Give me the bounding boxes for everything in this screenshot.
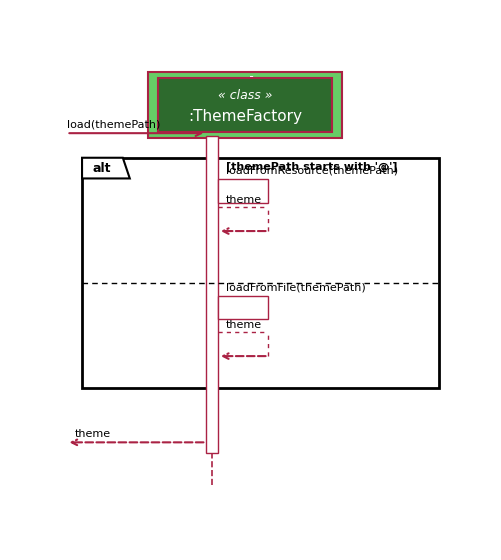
Bar xyxy=(82,158,439,389)
Bar xyxy=(218,179,269,203)
Text: theme: theme xyxy=(74,429,110,439)
Bar xyxy=(206,136,218,453)
Polygon shape xyxy=(82,158,130,179)
Bar xyxy=(158,78,333,132)
Text: « class »: « class » xyxy=(218,88,273,102)
Text: loadFromResource(themePath): loadFromResource(themePath) xyxy=(225,166,398,176)
Text: [themePath starts with '@']: [themePath starts with '@'] xyxy=(225,162,397,172)
Text: load(themePath): load(themePath) xyxy=(67,120,160,130)
Text: loadFromFile(themePath): loadFromFile(themePath) xyxy=(225,282,365,292)
Bar xyxy=(148,72,342,138)
Text: theme: theme xyxy=(225,320,262,330)
Text: theme: theme xyxy=(225,195,262,205)
Text: Ui: Ui xyxy=(235,76,256,94)
Text: :ThemeFactory: :ThemeFactory xyxy=(188,109,302,124)
Bar xyxy=(218,296,269,319)
Text: alt: alt xyxy=(92,162,111,175)
